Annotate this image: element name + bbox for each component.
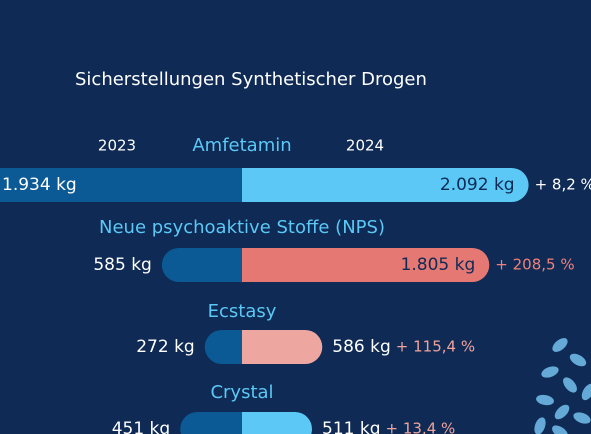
change-label: + 13,4 % bbox=[386, 420, 456, 434]
legend-entry: 2024 bbox=[346, 137, 384, 155]
category-label: Amfetamin bbox=[192, 135, 291, 156]
value-label: 511 kg bbox=[322, 419, 381, 434]
value-label: 2.092 kg bbox=[440, 175, 515, 195]
value-label: 451 kg bbox=[112, 419, 171, 434]
bar-2024 bbox=[242, 412, 313, 434]
value-label: 1.805 kg bbox=[401, 255, 476, 275]
value-label: 585 kg bbox=[93, 255, 152, 275]
value-label: 1.934 kg bbox=[2, 175, 77, 195]
pill-decoration bbox=[534, 338, 591, 434]
change-label: + 208,5 % bbox=[495, 256, 574, 274]
legend-entry: 2023 bbox=[98, 137, 136, 155]
bar-2024 bbox=[242, 330, 323, 364]
bar-2023 bbox=[204, 330, 242, 364]
category-label: Neue psychoaktive Stoffe (NPS) bbox=[99, 217, 385, 238]
bar-2023 bbox=[0, 168, 242, 202]
value-label: 586 kg bbox=[332, 337, 391, 357]
change-label: + 8,2 % bbox=[535, 176, 591, 194]
bar-2023 bbox=[161, 248, 242, 282]
change-label: + 115,4 % bbox=[396, 338, 475, 356]
bar-2024 bbox=[242, 168, 529, 202]
category-label: Ecstasy bbox=[208, 301, 277, 322]
chart-title: Sicherstellungen Synthetischer Drogen bbox=[75, 69, 427, 90]
category-label: Crystal bbox=[210, 382, 273, 403]
bar-2024 bbox=[242, 248, 490, 282]
value-label: 272 kg bbox=[136, 337, 195, 357]
bar-2023 bbox=[180, 412, 242, 434]
